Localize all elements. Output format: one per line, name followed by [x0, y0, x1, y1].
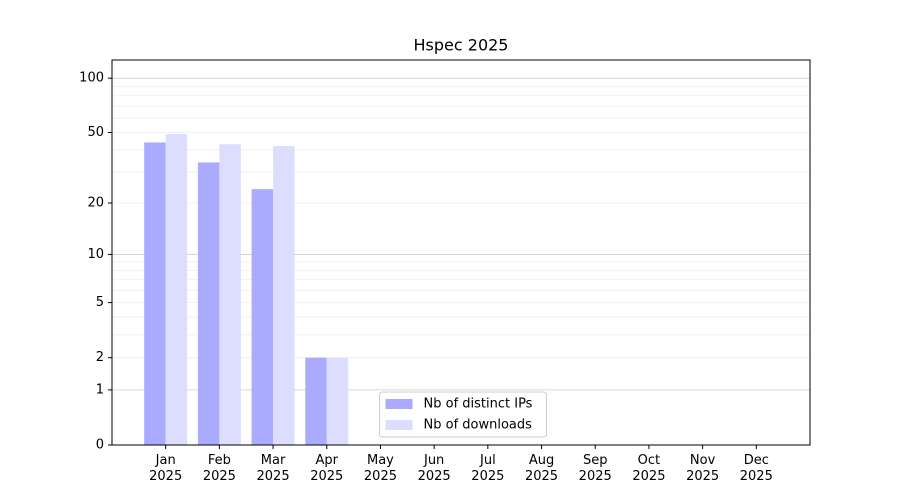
y-tick-label: 0 — [96, 438, 104, 453]
x-tick-label: Mar 2025 — [256, 453, 290, 484]
bar — [197, 162, 220, 445]
bar — [144, 142, 166, 445]
x-tick-label: Feb 2025 — [202, 453, 236, 484]
x-tick-label: Oct 2025 — [632, 453, 666, 484]
x-tick-label: Jul 2025 — [471, 453, 505, 484]
bar — [165, 134, 188, 445]
y-tick-label: 100 — [79, 71, 104, 86]
y-tick-label: 10 — [87, 247, 104, 262]
x-tick-label: Apr 2025 — [310, 453, 344, 484]
x-tick-label: Jan 2025 — [149, 453, 183, 484]
legend-label: Nb of downloads — [424, 418, 533, 433]
y-tick-label: 1 — [96, 382, 104, 397]
x-tick-label: Dec 2025 — [739, 453, 773, 484]
chart-title: Hspec 2025 — [414, 36, 509, 55]
legend-swatch — [385, 399, 413, 409]
legend-label: Nb of distinct IPs — [424, 397, 533, 412]
x-tick-label: Jun 2025 — [417, 453, 451, 484]
bar — [326, 357, 349, 445]
bar — [273, 146, 295, 445]
y-tick-label: 20 — [87, 196, 104, 211]
bar — [305, 357, 327, 445]
y-tick-label: 5 — [96, 295, 104, 310]
legend: Nb of distinct IPs Nb of downloads — [379, 391, 547, 438]
y-tick-label: 2 — [96, 350, 104, 365]
legend-swatch — [385, 420, 413, 430]
bar — [219, 144, 241, 445]
y-tick-label: 50 — [87, 125, 104, 140]
legend-box — [379, 391, 547, 438]
x-tick-label: May 2025 — [363, 453, 397, 484]
x-tick-label: Nov 2025 — [686, 453, 720, 484]
bar — [251, 189, 274, 445]
plot-frame — [111, 59, 811, 446]
x-tick-label: Sep 2025 — [578, 453, 612, 484]
x-tick-label: Aug 2025 — [524, 453, 559, 484]
